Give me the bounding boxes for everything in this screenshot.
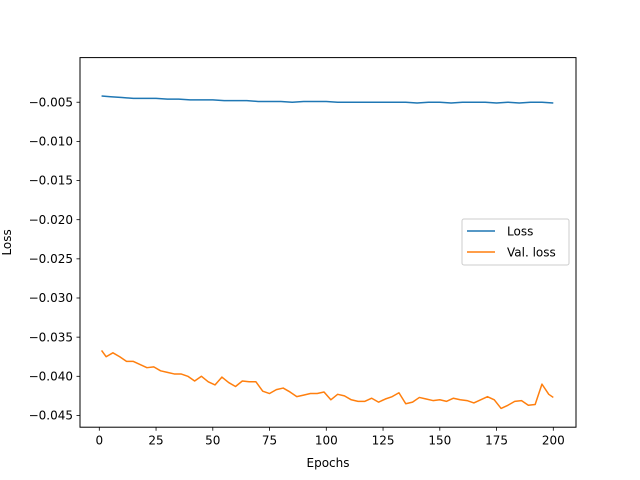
x-tick-label: 175: [485, 434, 508, 448]
plot-frame: [79, 57, 577, 428]
legend-label-loss: Loss: [507, 225, 533, 239]
y-tick-label: −0.035: [29, 330, 73, 344]
x-axis-label: Epochs: [307, 456, 350, 470]
y-tick-label: −0.010: [29, 135, 73, 149]
x-tick-label: 75: [262, 434, 277, 448]
x-tick-label: 25: [148, 434, 163, 448]
x-tick-label: 100: [315, 434, 338, 448]
legend: Loss Val. loss: [461, 218, 570, 266]
x-tick-label: 0: [95, 434, 103, 448]
y-tick-label: −0.040: [29, 370, 73, 384]
y-axis-label: Loss: [0, 229, 14, 255]
y-tick-label: −0.005: [29, 95, 73, 109]
y-tick-label: −0.030: [29, 291, 73, 305]
x-tick-label: 50: [205, 434, 220, 448]
x-tick-label: 150: [428, 434, 451, 448]
y-tick-label: −0.020: [29, 213, 73, 227]
legend-label-val-loss: Val. loss: [507, 246, 556, 260]
x-tick-label: 125: [372, 434, 395, 448]
y-tick-label: −0.015: [29, 174, 73, 188]
series-line-val-loss: [100, 350, 554, 410]
y-tick-label: −0.025: [29, 252, 73, 266]
x-tick-label: 200: [542, 434, 565, 448]
ticks-layer: 0 25 50 75 100 125 150 175 200 −0.005 −0.010 −0.015…: [29, 95, 565, 447]
series-line-loss: [101, 95, 554, 104]
series-layer: [100, 95, 554, 410]
y-tick-label: −0.045: [29, 409, 73, 423]
